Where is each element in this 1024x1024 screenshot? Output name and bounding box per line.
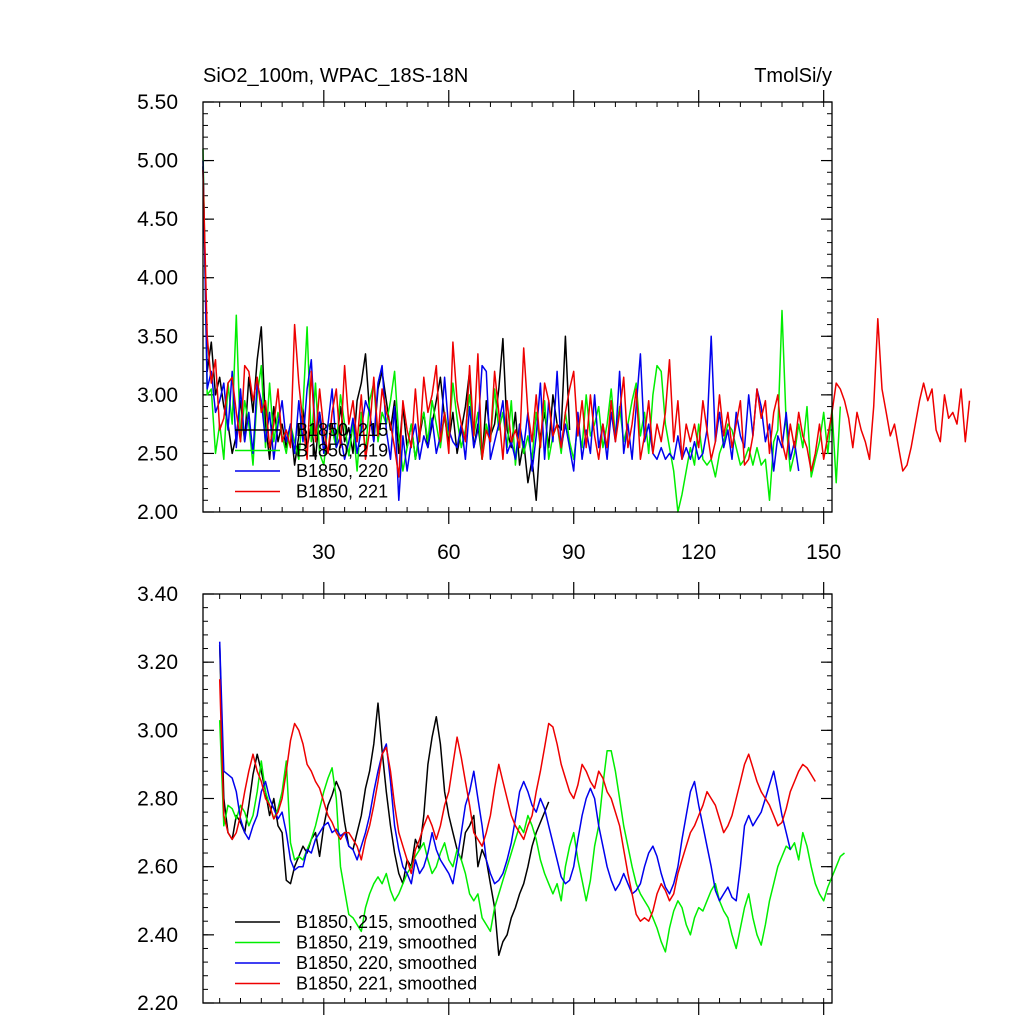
legend-label: B1850, 219 bbox=[296, 441, 388, 461]
chart-title: SiO2_100m, WPAC_18S-18N bbox=[203, 65, 468, 87]
series-line bbox=[218, 720, 845, 953]
y-tick-label: 3.20 bbox=[137, 651, 178, 674]
y-tick-label: 2.50 bbox=[137, 442, 178, 465]
bottom-panel: 2.20 2.40 2.60 2.80 3.00 3.20 3.40 B1850, 215, … bbox=[137, 582, 845, 1015]
y-tick-label: 2.80 bbox=[137, 788, 178, 811]
x-tick-label: 120 bbox=[681, 541, 716, 564]
legend-label: B1850, 220 bbox=[296, 461, 388, 481]
legend-label: B1850, 220, smoothed bbox=[296, 953, 477, 973]
plot-frame bbox=[202, 593, 833, 1004]
plot-frame bbox=[202, 101, 833, 513]
y-tick-label: 2.00 bbox=[137, 501, 178, 524]
units-label: TmolSi/y bbox=[754, 65, 832, 87]
series-line bbox=[218, 645, 550, 957]
y-tick-label: 3.40 bbox=[137, 583, 178, 606]
legend-label: B1850, 221, smoothed bbox=[296, 974, 477, 994]
x-tick-label: 90 bbox=[562, 541, 585, 564]
y-tick-label: 2.60 bbox=[137, 856, 178, 879]
y-tick-label: 5.00 bbox=[137, 150, 178, 173]
y-tick-label: 4.00 bbox=[137, 267, 178, 290]
series-line bbox=[218, 641, 792, 902]
y-tick-label: 2.20 bbox=[137, 992, 178, 1015]
y-tick-label: 5.50 bbox=[137, 91, 178, 114]
series-line bbox=[202, 160, 800, 502]
legend-label: B1850, 215 bbox=[296, 420, 388, 440]
legend-label: B1850, 221 bbox=[296, 482, 388, 502]
top-panel: 2.00 2.50 3.00 3.50 4.00 4.50 5.00 5.50 30 60 90 12… bbox=[137, 90, 971, 564]
y-tick-label: 2.40 bbox=[137, 924, 178, 947]
legend-label: B1850, 215, smoothed bbox=[296, 912, 477, 932]
legend-label: B1850, 219, smoothed bbox=[296, 933, 477, 953]
y-tick-label: 3.00 bbox=[137, 384, 178, 407]
y-tick-label: 3.50 bbox=[137, 325, 178, 348]
series-line bbox=[202, 169, 971, 478]
x-tick-label: 60 bbox=[437, 541, 460, 564]
series-line bbox=[218, 679, 816, 922]
x-tick-label: 30 bbox=[312, 541, 335, 564]
x-tick-label: 150 bbox=[806, 541, 841, 564]
y-tick-label: 4.50 bbox=[137, 208, 178, 231]
y-tick-label: 3.00 bbox=[137, 719, 178, 742]
